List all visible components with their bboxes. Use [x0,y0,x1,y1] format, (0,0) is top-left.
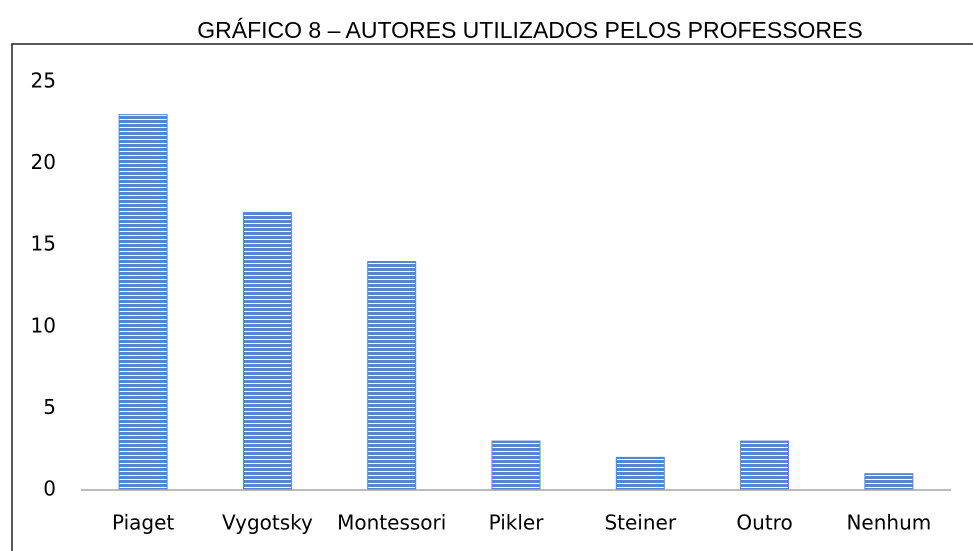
bar [864,473,914,491]
x-tick-label: Piaget [112,511,174,535]
y-tick-label: 10 [31,313,56,337]
y-tick-label: 20 [31,150,56,174]
chart-title: GRÁFICO 8 – AUTORES UTILIZADOS PELOS PRO… [197,17,862,43]
frame [11,43,973,551]
bar [367,261,417,491]
y-tick-label: 5 [43,395,56,419]
x-tick-label: Montessori [337,511,446,535]
bar [491,440,541,491]
bar [740,440,790,491]
y-tick-label: 0 [43,477,56,501]
x-tick-label: Nenhum [846,511,931,535]
y-tick-label: 15 [31,232,56,256]
bar [242,212,292,491]
x-tick-label: Pikler [489,511,545,535]
y-tick-label: 25 [31,69,56,93]
bar [615,456,665,491]
x-tick-label: Outro [736,511,792,535]
x-tick-label: Vygotsky [222,511,313,535]
x-tick-label: Steiner [604,511,676,535]
bar [118,114,168,491]
